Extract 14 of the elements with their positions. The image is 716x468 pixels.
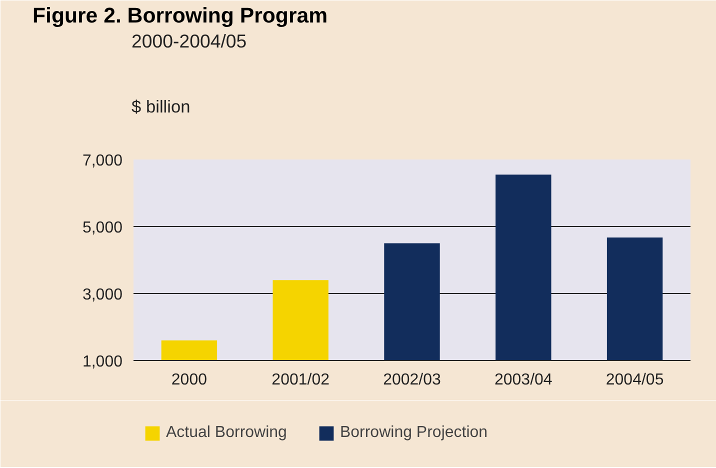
legend-label: Actual Borrowing <box>166 424 287 442</box>
y-tick-label: 3,000 <box>82 286 123 304</box>
y-axis-title: $ billion <box>132 96 190 116</box>
x-tick-label: 2004/05 <box>606 372 664 388</box>
legend-label: Borrowing Projection <box>340 424 488 442</box>
y-tick-label: 7,000 <box>82 152 123 170</box>
x-tick-label: 2002/03 <box>383 372 442 388</box>
y-tick-label: 1,000 <box>82 354 123 370</box>
chart-subtitle: 2000-2004/05 <box>132 30 247 52</box>
x-tick-label: 2001/02 <box>272 372 330 388</box>
x-tick-label: 2003/04 <box>494 372 552 388</box>
x-tick-label: 2000 <box>171 372 208 388</box>
chart-title: Figure 2. Borrowing Program <box>32 4 328 28</box>
y-tick-label: 5,000 <box>82 220 123 236</box>
